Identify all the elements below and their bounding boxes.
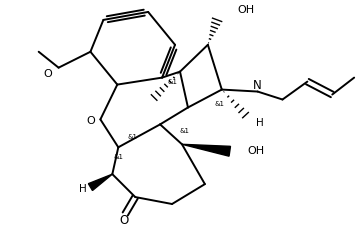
- Text: O: O: [119, 214, 129, 227]
- Text: &1: &1: [113, 154, 123, 160]
- Polygon shape: [182, 144, 230, 156]
- Text: &1: &1: [180, 128, 190, 134]
- Text: O: O: [43, 69, 52, 79]
- Text: &1: &1: [127, 134, 137, 140]
- Text: O: O: [86, 116, 95, 126]
- Polygon shape: [88, 174, 112, 191]
- Text: OH: OH: [248, 146, 265, 156]
- Text: N: N: [253, 79, 262, 92]
- Text: &1: &1: [167, 79, 177, 85]
- Text: H: H: [79, 184, 86, 194]
- Text: OH: OH: [238, 5, 255, 15]
- Text: &1: &1: [215, 101, 225, 107]
- Text: H: H: [256, 118, 264, 128]
